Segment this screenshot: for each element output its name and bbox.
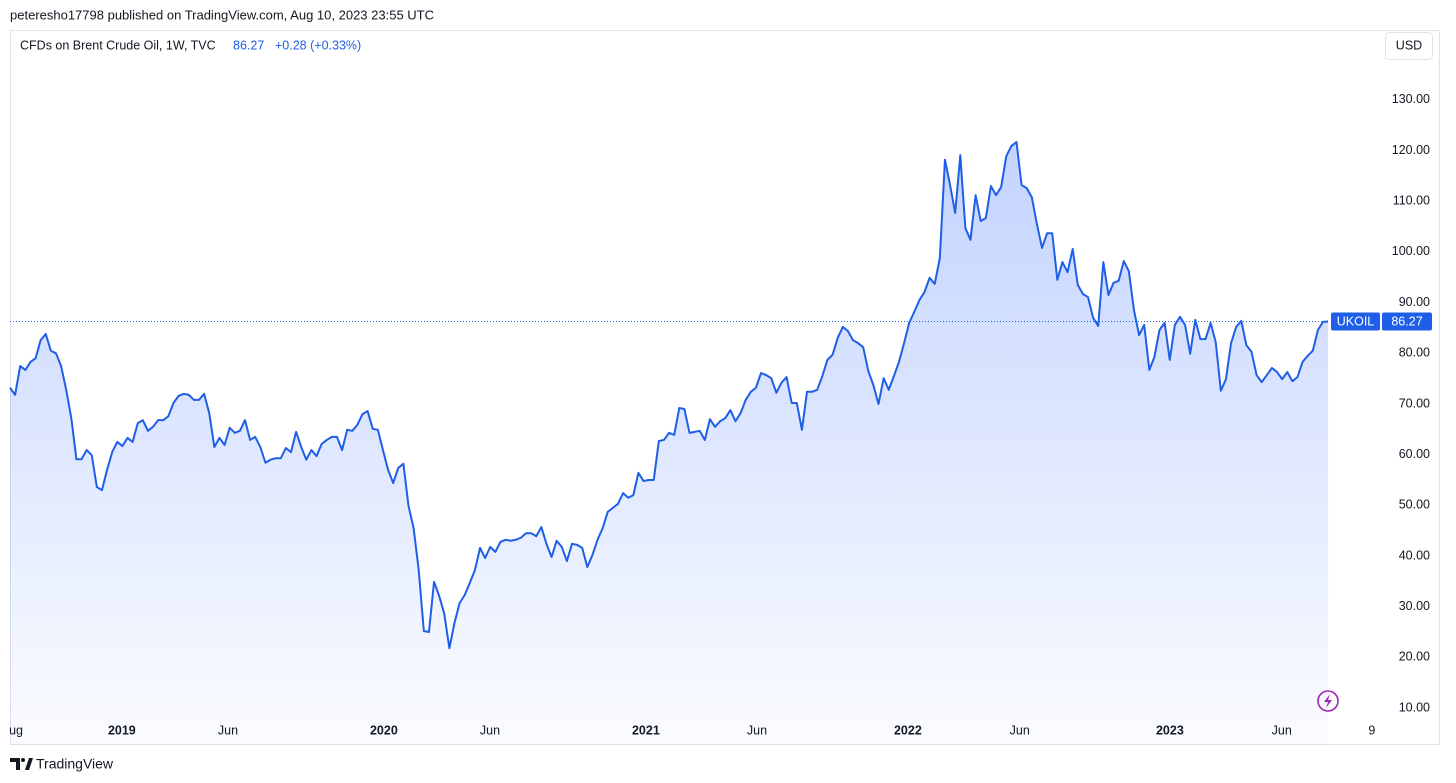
chart-title: CFDs on Brent Crude Oil, 1W, TVC — [20, 38, 216, 52]
brand-logo — [10, 758, 33, 770]
plot-area: 10.00 20.00 30.00 40.00 50.00 60.00 70.00 80.00… — [9, 92, 1432, 746]
y-tick-label: 60.00 — [1399, 447, 1430, 461]
alert-bolt — [1324, 694, 1332, 708]
y-tick-label: 40.00 — [1399, 548, 1430, 562]
y-tick-label: 20.00 — [1399, 650, 1430, 664]
publisher-line: peteresho17798 published on TradingView.… — [10, 7, 434, 22]
y-tick-label: 90.00 — [1399, 295, 1430, 309]
alert-icon[interactable] — [1317, 690, 1339, 712]
symbol-badge-label: UKOIL — [1337, 314, 1375, 328]
y-tick-label: 100.00 — [1392, 244, 1430, 258]
last-price-badge — [1382, 312, 1432, 331]
currency-button[interactable] — [1385, 32, 1433, 60]
y-tick-label: 10.00 — [1399, 700, 1430, 714]
y-tick-label: 110.00 — [1393, 194, 1430, 208]
y-tick-label: 120.00 — [1392, 143, 1430, 157]
currency-label[interactable]: USD — [1396, 38, 1422, 52]
y-tick-label: 70.00 — [1399, 396, 1430, 410]
logo-dot — [21, 758, 25, 762]
symbol-badge — [1331, 312, 1380, 331]
header-change: +0.28 (+0.33%) — [275, 38, 361, 52]
area-fill — [10, 141, 1329, 746]
brand-name: TradingView — [36, 756, 114, 772]
y-tick-label: 30.00 — [1399, 599, 1430, 613]
header-last-price: 86.27 — [233, 38, 264, 52]
logo-mark — [10, 758, 20, 770]
x-tick-label: 9 — [1368, 723, 1375, 737]
y-tick-label: 80.00 — [1399, 346, 1430, 360]
y-tick-label: 130.00 — [1392, 92, 1430, 106]
y-tick-label: 50.00 — [1399, 498, 1430, 512]
last-price-label: 86.27 — [1391, 314, 1422, 328]
logo-slash — [25, 758, 33, 770]
price-line — [9, 140, 1329, 650]
